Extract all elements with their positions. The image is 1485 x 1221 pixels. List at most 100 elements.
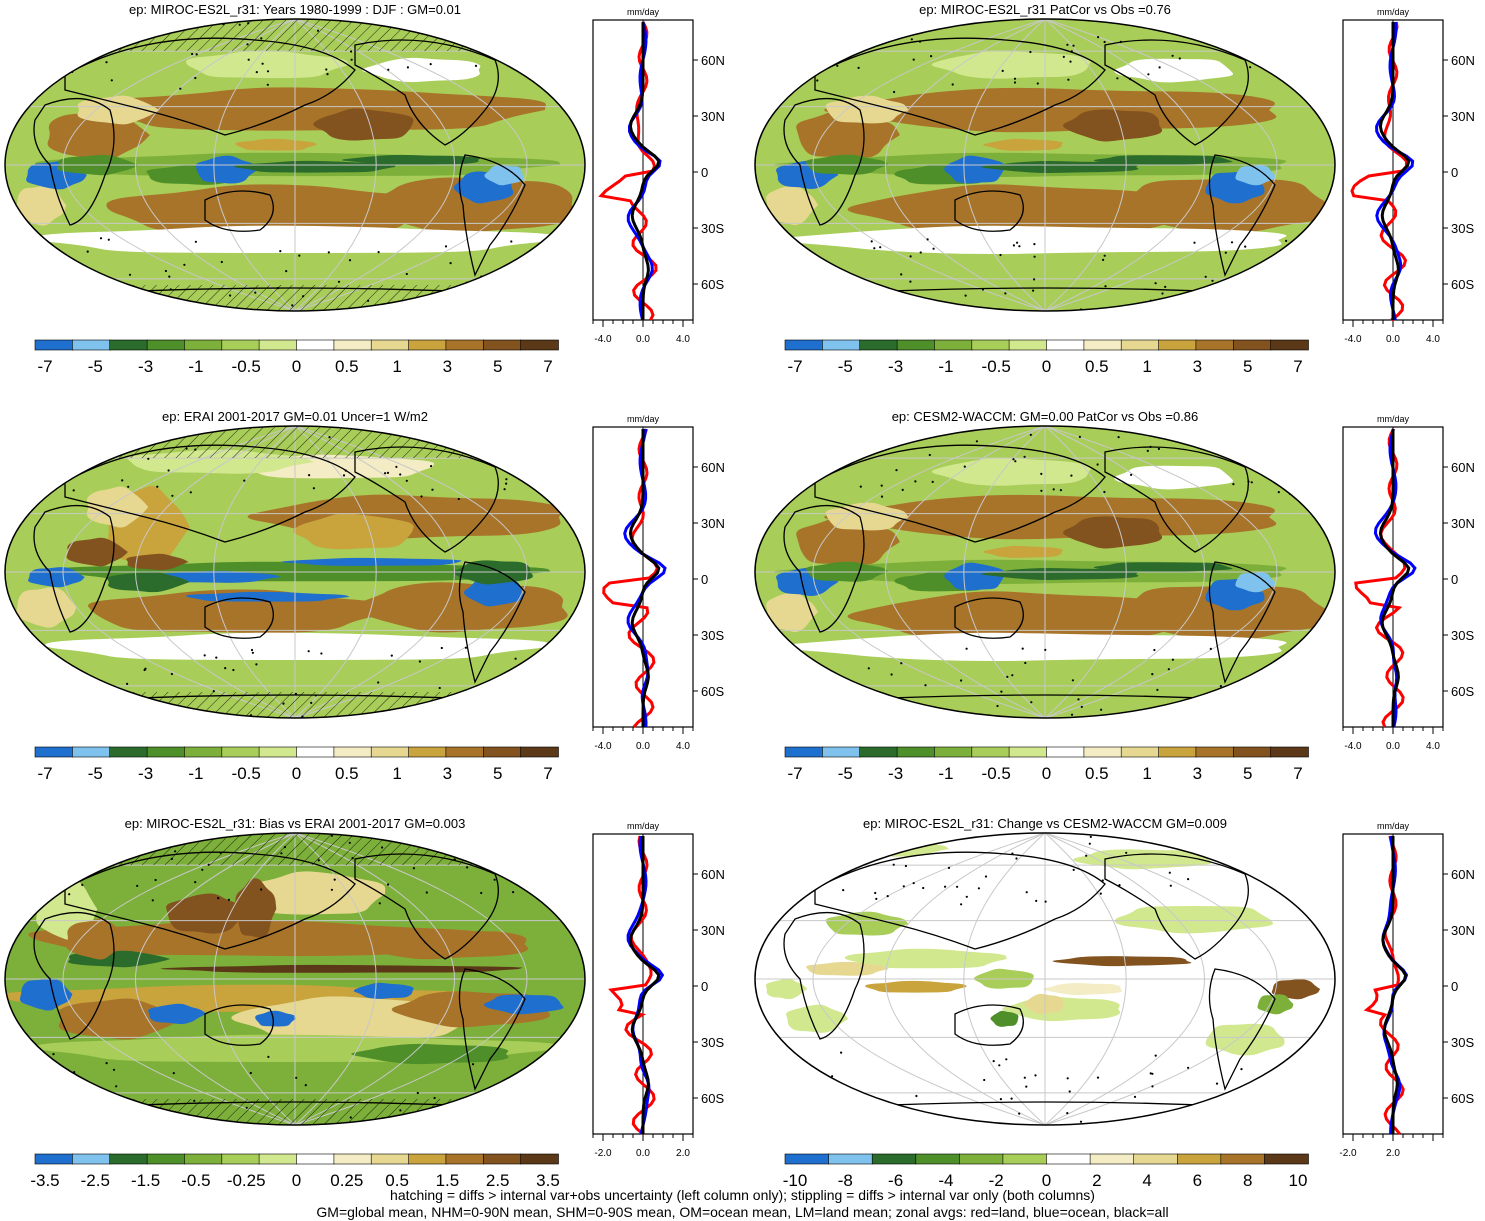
stipple-dot — [1119, 40, 1122, 44]
contour-region — [57, 154, 139, 176]
coastline — [94, 287, 496, 294]
stipple-dot — [1168, 871, 1171, 874]
stipple-dot — [1224, 251, 1227, 254]
contour-region — [231, 996, 473, 1041]
contour-region — [1114, 906, 1274, 934]
coastlines — [783, 37, 1296, 294]
stipple-dot — [1310, 903, 1313, 906]
contour-region — [1114, 465, 1234, 490]
stipple-dot — [327, 251, 330, 254]
coastline — [64, 37, 356, 136]
colorbar-label: 0.5 — [335, 764, 359, 783]
colorbar-swatch — [934, 339, 973, 351]
stipple-dot — [505, 478, 508, 481]
panel-title: ep: ERAI 2001-2017 GM=0.01 Uncer=1 W/m2 — [162, 409, 428, 424]
meridian-line — [294, 833, 528, 1125]
stipple-dot — [227, 898, 230, 901]
stipple-dot — [1219, 685, 1222, 688]
stipple-dot — [1146, 449, 1149, 452]
zonal-unit-label: mm/day — [627, 414, 660, 424]
contour-region — [772, 152, 1287, 178]
stipple-dot — [780, 295, 783, 298]
zonal-tick-label: -4.0 — [1344, 334, 1362, 345]
stipple-dot — [255, 663, 258, 666]
stipple-dot — [535, 672, 538, 675]
contour-region — [1271, 979, 1321, 1000]
stipple-dot — [5, 19, 7, 21]
stipple-dot — [406, 66, 409, 69]
stipple-dot — [1310, 25, 1314, 28]
stipple-dot — [308, 474, 311, 477]
stipple-dot — [348, 259, 352, 262]
stipple-dot — [63, 691, 66, 694]
stipple-dot — [1032, 289, 1035, 292]
colorbar-label: 3 — [1193, 764, 1202, 783]
contour-region — [805, 961, 889, 976]
contour-region — [973, 968, 1034, 989]
stipple-dot — [544, 1053, 547, 1056]
contour-region — [766, 591, 818, 633]
colorbar-swatch — [221, 1153, 261, 1165]
lat-label: 30S — [701, 1035, 724, 1050]
contour-region — [36, 878, 98, 940]
coastline — [1208, 968, 1276, 1091]
stipple-dot — [1068, 1090, 1071, 1093]
zonal-average-plot: mm/day 60N 30N 0 30S 60S -2.0 2.0 — [1339, 821, 1474, 1159]
stippling — [758, 19, 1333, 311]
stipple-dot — [1125, 851, 1128, 854]
stipple-dot — [194, 240, 197, 243]
map-outline — [4, 425, 586, 719]
stipple-dot — [570, 851, 573, 854]
stipple-dot — [1089, 835, 1092, 839]
stipple-dot — [24, 855, 28, 858]
colorbar-label: 5 — [493, 764, 502, 783]
stipple-dot — [1230, 241, 1234, 244]
meridian-line — [1044, 833, 1127, 1125]
graticule — [5, 426, 585, 718]
stipple-dot — [163, 440, 166, 443]
lat-label: 60S — [701, 1091, 724, 1106]
stipple-dot — [964, 294, 967, 297]
coastline — [504, 852, 546, 881]
colorbar-swatch — [1008, 746, 1048, 758]
stipple-dot — [910, 38, 913, 41]
stipple-dot — [1286, 692, 1289, 696]
stipple-dot — [1156, 688, 1159, 692]
coastline — [1104, 853, 1249, 960]
colorbar-swatch — [1046, 746, 1085, 758]
colorbar-swatch — [72, 1153, 111, 1165]
stipple-dot — [575, 67, 578, 70]
stipple-dot — [320, 652, 323, 655]
stipple-dot — [931, 480, 934, 483]
zonal-ocean-series — [623, 428, 667, 728]
stipple-dot — [893, 90, 896, 94]
stipple-dot — [960, 679, 963, 682]
stipple-dot — [1281, 689, 1284, 692]
stipple-dot — [195, 53, 198, 56]
colorbar-swatch — [445, 746, 485, 758]
stipple-dot — [266, 70, 270, 73]
contour-region — [825, 840, 949, 857]
contour-region — [195, 155, 258, 184]
stipple-dot — [541, 263, 544, 266]
coastline — [354, 446, 499, 553]
contour-region — [156, 570, 281, 583]
stipple-dot — [114, 282, 117, 285]
stipple-dot — [831, 1075, 834, 1078]
lat-label: 60S — [701, 684, 724, 699]
stipple-dot — [174, 850, 177, 853]
stipple-dot — [328, 436, 331, 439]
stipple-dot — [1244, 245, 1247, 248]
stipple-dot — [785, 467, 788, 470]
lat-label: 60S — [1451, 1091, 1474, 1106]
colorbar-label: -0.5 — [232, 357, 261, 376]
stipple-dot — [144, 667, 147, 670]
colorbar-label: 1 — [392, 764, 401, 783]
coastline — [1254, 445, 1296, 474]
panel-title: ep: MIROC-ES2L_r31: Bias vs ERAI 2001-20… — [124, 816, 466, 831]
meridian-line — [1044, 19, 1205, 311]
stipple-dot — [348, 841, 351, 844]
stipple-dot — [791, 494, 794, 497]
stipple-dot — [902, 885, 905, 888]
